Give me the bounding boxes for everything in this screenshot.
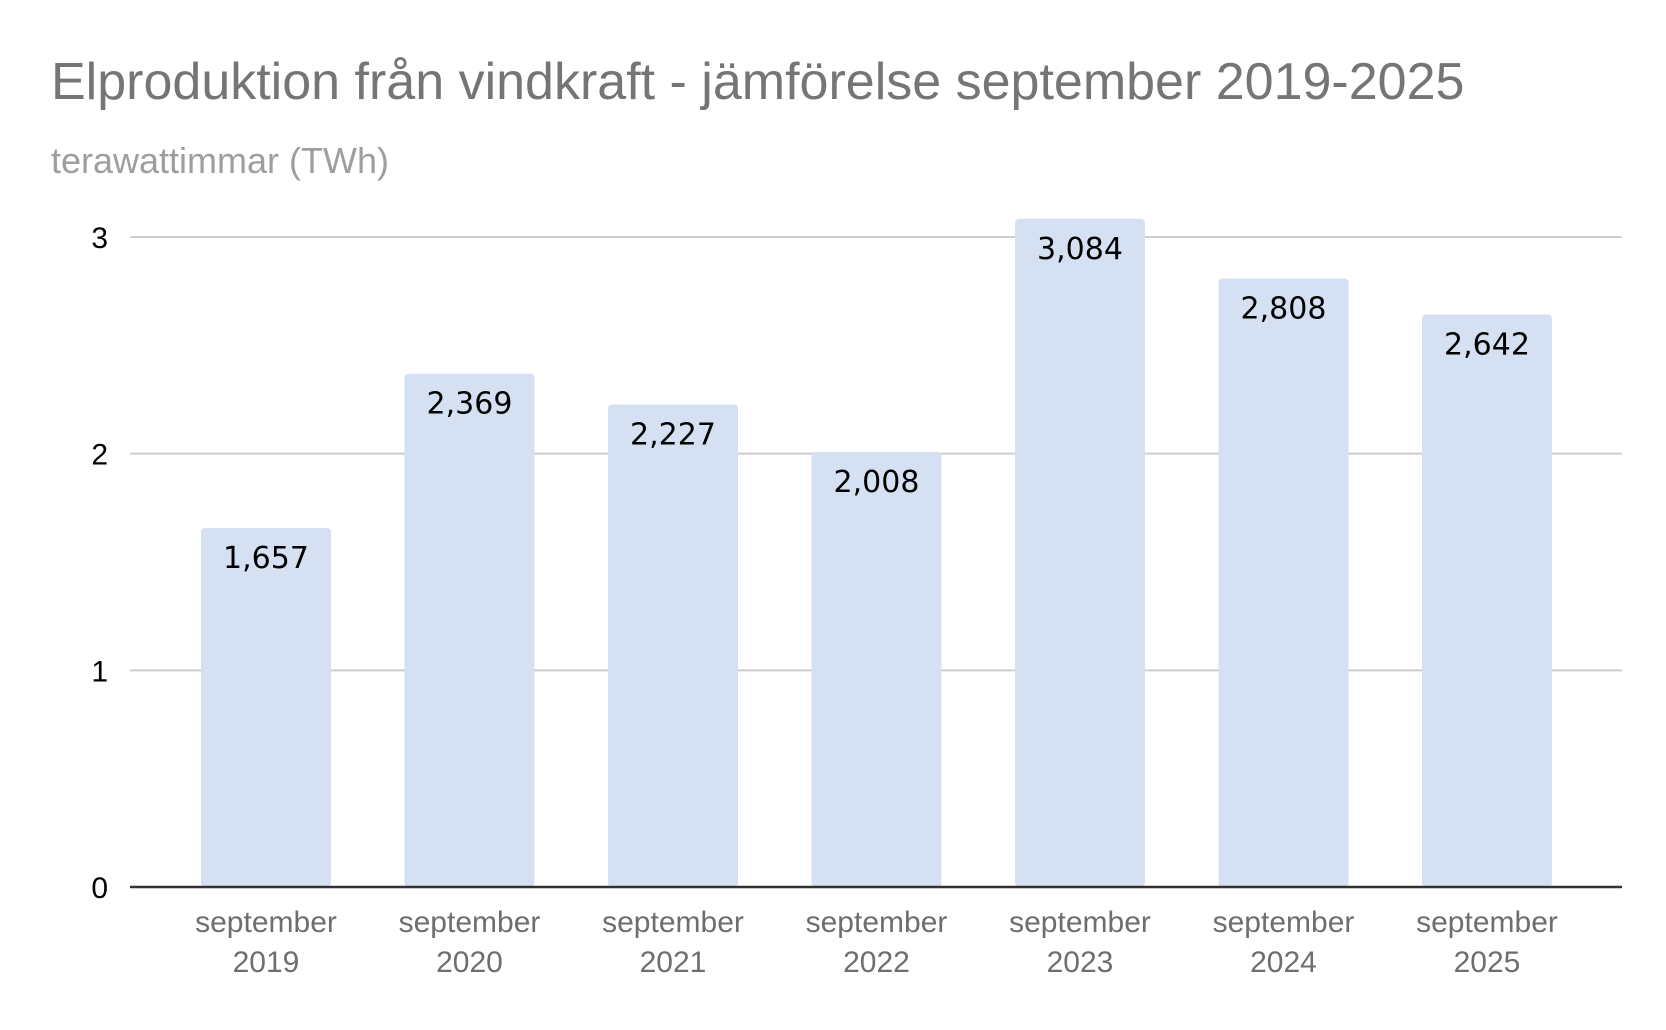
- bar: [404, 373, 535, 887]
- x-tick-label: 2020: [436, 946, 503, 979]
- x-tick-label: 2021: [640, 946, 707, 979]
- x-tick-label: september: [195, 906, 337, 939]
- bar: [1015, 218, 1145, 888]
- bar: [201, 527, 331, 887]
- x-tick-label: september: [1009, 906, 1151, 939]
- x-tick-label: 2024: [1250, 946, 1317, 979]
- x-tick-label: 2022: [843, 946, 910, 979]
- x-tick-label: september: [1416, 906, 1558, 939]
- data-label: 2,642: [1444, 328, 1530, 363]
- x-tick-label: september: [806, 906, 948, 939]
- data-label: 3,084: [1037, 232, 1123, 267]
- data-label: 2,808: [1241, 292, 1327, 327]
- y-tick-label: 0: [91, 872, 108, 905]
- data-label: 2,008: [834, 465, 920, 500]
- bars: [201, 218, 1552, 888]
- x-tick-label: september: [399, 906, 541, 939]
- chart-subtitle: terawattimmar (TWh): [51, 140, 390, 181]
- chart-title: Elproduktion från vindkraft - jämförelse…: [51, 53, 1465, 111]
- x-tick-label: 2023: [1047, 946, 1114, 979]
- bar: [1218, 278, 1349, 888]
- y-tick-label: 1: [91, 655, 108, 688]
- y-tick-label: 3: [91, 222, 108, 255]
- bar: [1422, 314, 1552, 888]
- x-tick-label: september: [602, 906, 744, 939]
- x-tick-label: september: [1213, 906, 1355, 939]
- labels: 0 1 2 3 1,657 september 2019 2,369 september 2020…: [91, 222, 1558, 979]
- bar: [811, 451, 942, 887]
- bar: [608, 404, 738, 887]
- data-label: 1,657: [223, 541, 309, 576]
- x-tick-label: 2025: [1454, 946, 1521, 979]
- data-label: 2,227: [630, 417, 716, 452]
- x-tick-label: 2019: [233, 946, 300, 979]
- y-tick-label: 2: [91, 439, 108, 472]
- data-label: 2,369: [427, 387, 513, 422]
